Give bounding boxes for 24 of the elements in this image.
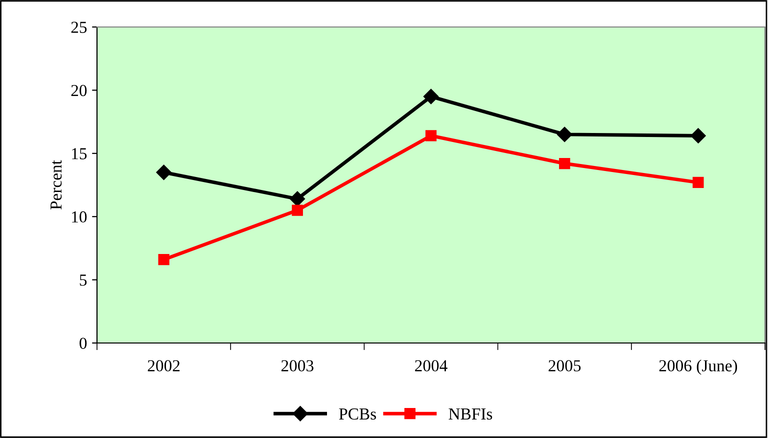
- y-tick-label: 20: [71, 84, 87, 96]
- x-tick-label: 2005: [548, 360, 581, 372]
- y-tick-label: 10: [72, 211, 87, 223]
- y-tick-label: 15: [72, 148, 87, 160]
- point: [156, 164, 172, 180]
- point: [292, 204, 303, 216]
- x-tick-label: 2004: [415, 360, 448, 372]
- point: [559, 158, 570, 170]
- point: [290, 191, 305, 206]
- point: [423, 88, 439, 104]
- y-tick-label: 25: [71, 22, 87, 33]
- x-tick-label: 2003: [281, 360, 314, 372]
- y-tick-label: 5: [80, 274, 87, 286]
- legend-label: PCBs: [339, 408, 376, 420]
- point: [425, 130, 437, 142]
- y-axis-title: Percent: [50, 160, 62, 210]
- point: [158, 254, 170, 266]
- point: [690, 128, 706, 144]
- x-tick-label: 2006 (June): [659, 360, 738, 375]
- x-tick-label: 2002: [148, 360, 180, 372]
- legend-label: NBFIs: [448, 408, 492, 420]
- point: [557, 126, 572, 142]
- y-tick-label: 0: [80, 338, 87, 349]
- point: [692, 176, 704, 188]
